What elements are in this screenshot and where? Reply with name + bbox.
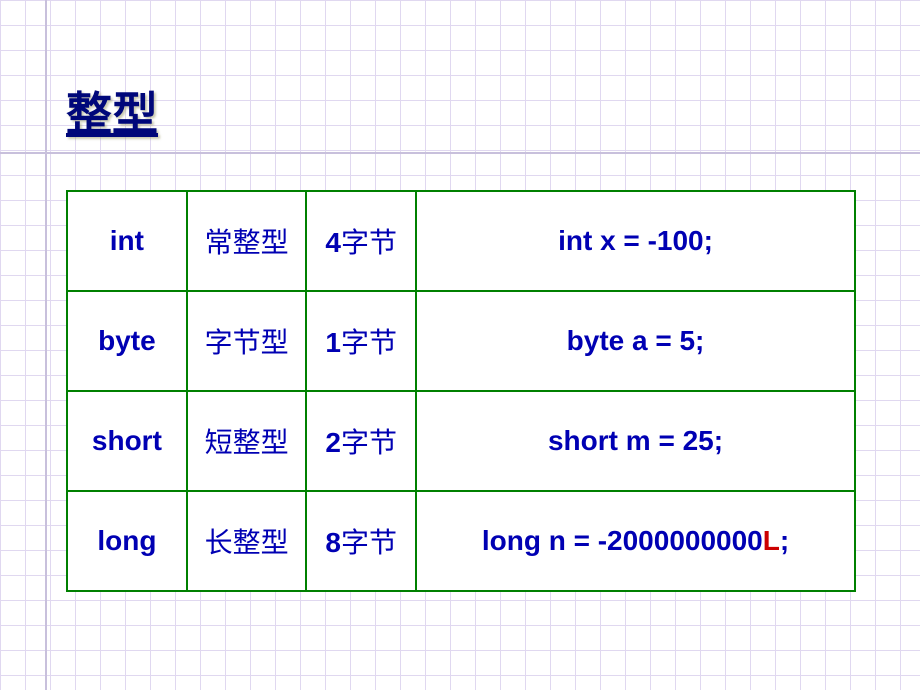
cell-size: 1字节: [306, 291, 416, 391]
table-row: byte 字节型 1字节 byte a = 5;: [67, 291, 855, 391]
cell-name-cn: 短整型: [187, 391, 307, 491]
integer-types-table: int 常整型 4字节 int x = -100; byte 字节型 1字节 b…: [66, 190, 856, 592]
example-post: ;: [780, 525, 789, 556]
cell-example: short m = 25;: [416, 391, 855, 491]
cell-name-cn: 字节型: [187, 291, 307, 391]
size-number: 1: [325, 327, 341, 358]
size-number: 2: [325, 427, 341, 458]
example-accent: L: [763, 525, 780, 556]
cell-example: byte a = 5;: [416, 291, 855, 391]
size-number: 8: [325, 527, 341, 558]
example-pre: long n = -2000000000: [482, 525, 763, 556]
slide-title: 整型: [66, 78, 158, 144]
slide: 整型 int 常整型 4字节 int x = -100; byte 字节型 1字…: [0, 0, 920, 690]
size-unit: 字节: [341, 328, 397, 359]
cell-name-cn: 常整型: [187, 191, 307, 291]
cell-example: int x = -100;: [416, 191, 855, 291]
cell-size: 4字节: [306, 191, 416, 291]
cell-type: short: [67, 391, 187, 491]
table-row: short 短整型 2字节 short m = 25;: [67, 391, 855, 491]
size-number: 4: [325, 227, 341, 258]
cell-type: long: [67, 491, 187, 591]
cell-type: byte: [67, 291, 187, 391]
cell-size: 8字节: [306, 491, 416, 591]
size-unit: 字节: [341, 528, 397, 559]
size-unit: 字节: [341, 428, 397, 459]
cell-size: 2字节: [306, 391, 416, 491]
table-row: long 长整型 8字节 long n = -2000000000L;: [67, 491, 855, 591]
table-row: int 常整型 4字节 int x = -100;: [67, 191, 855, 291]
cell-type: int: [67, 191, 187, 291]
size-unit: 字节: [341, 228, 397, 259]
cell-example: long n = -2000000000L;: [416, 491, 855, 591]
cell-name-cn: 长整型: [187, 491, 307, 591]
